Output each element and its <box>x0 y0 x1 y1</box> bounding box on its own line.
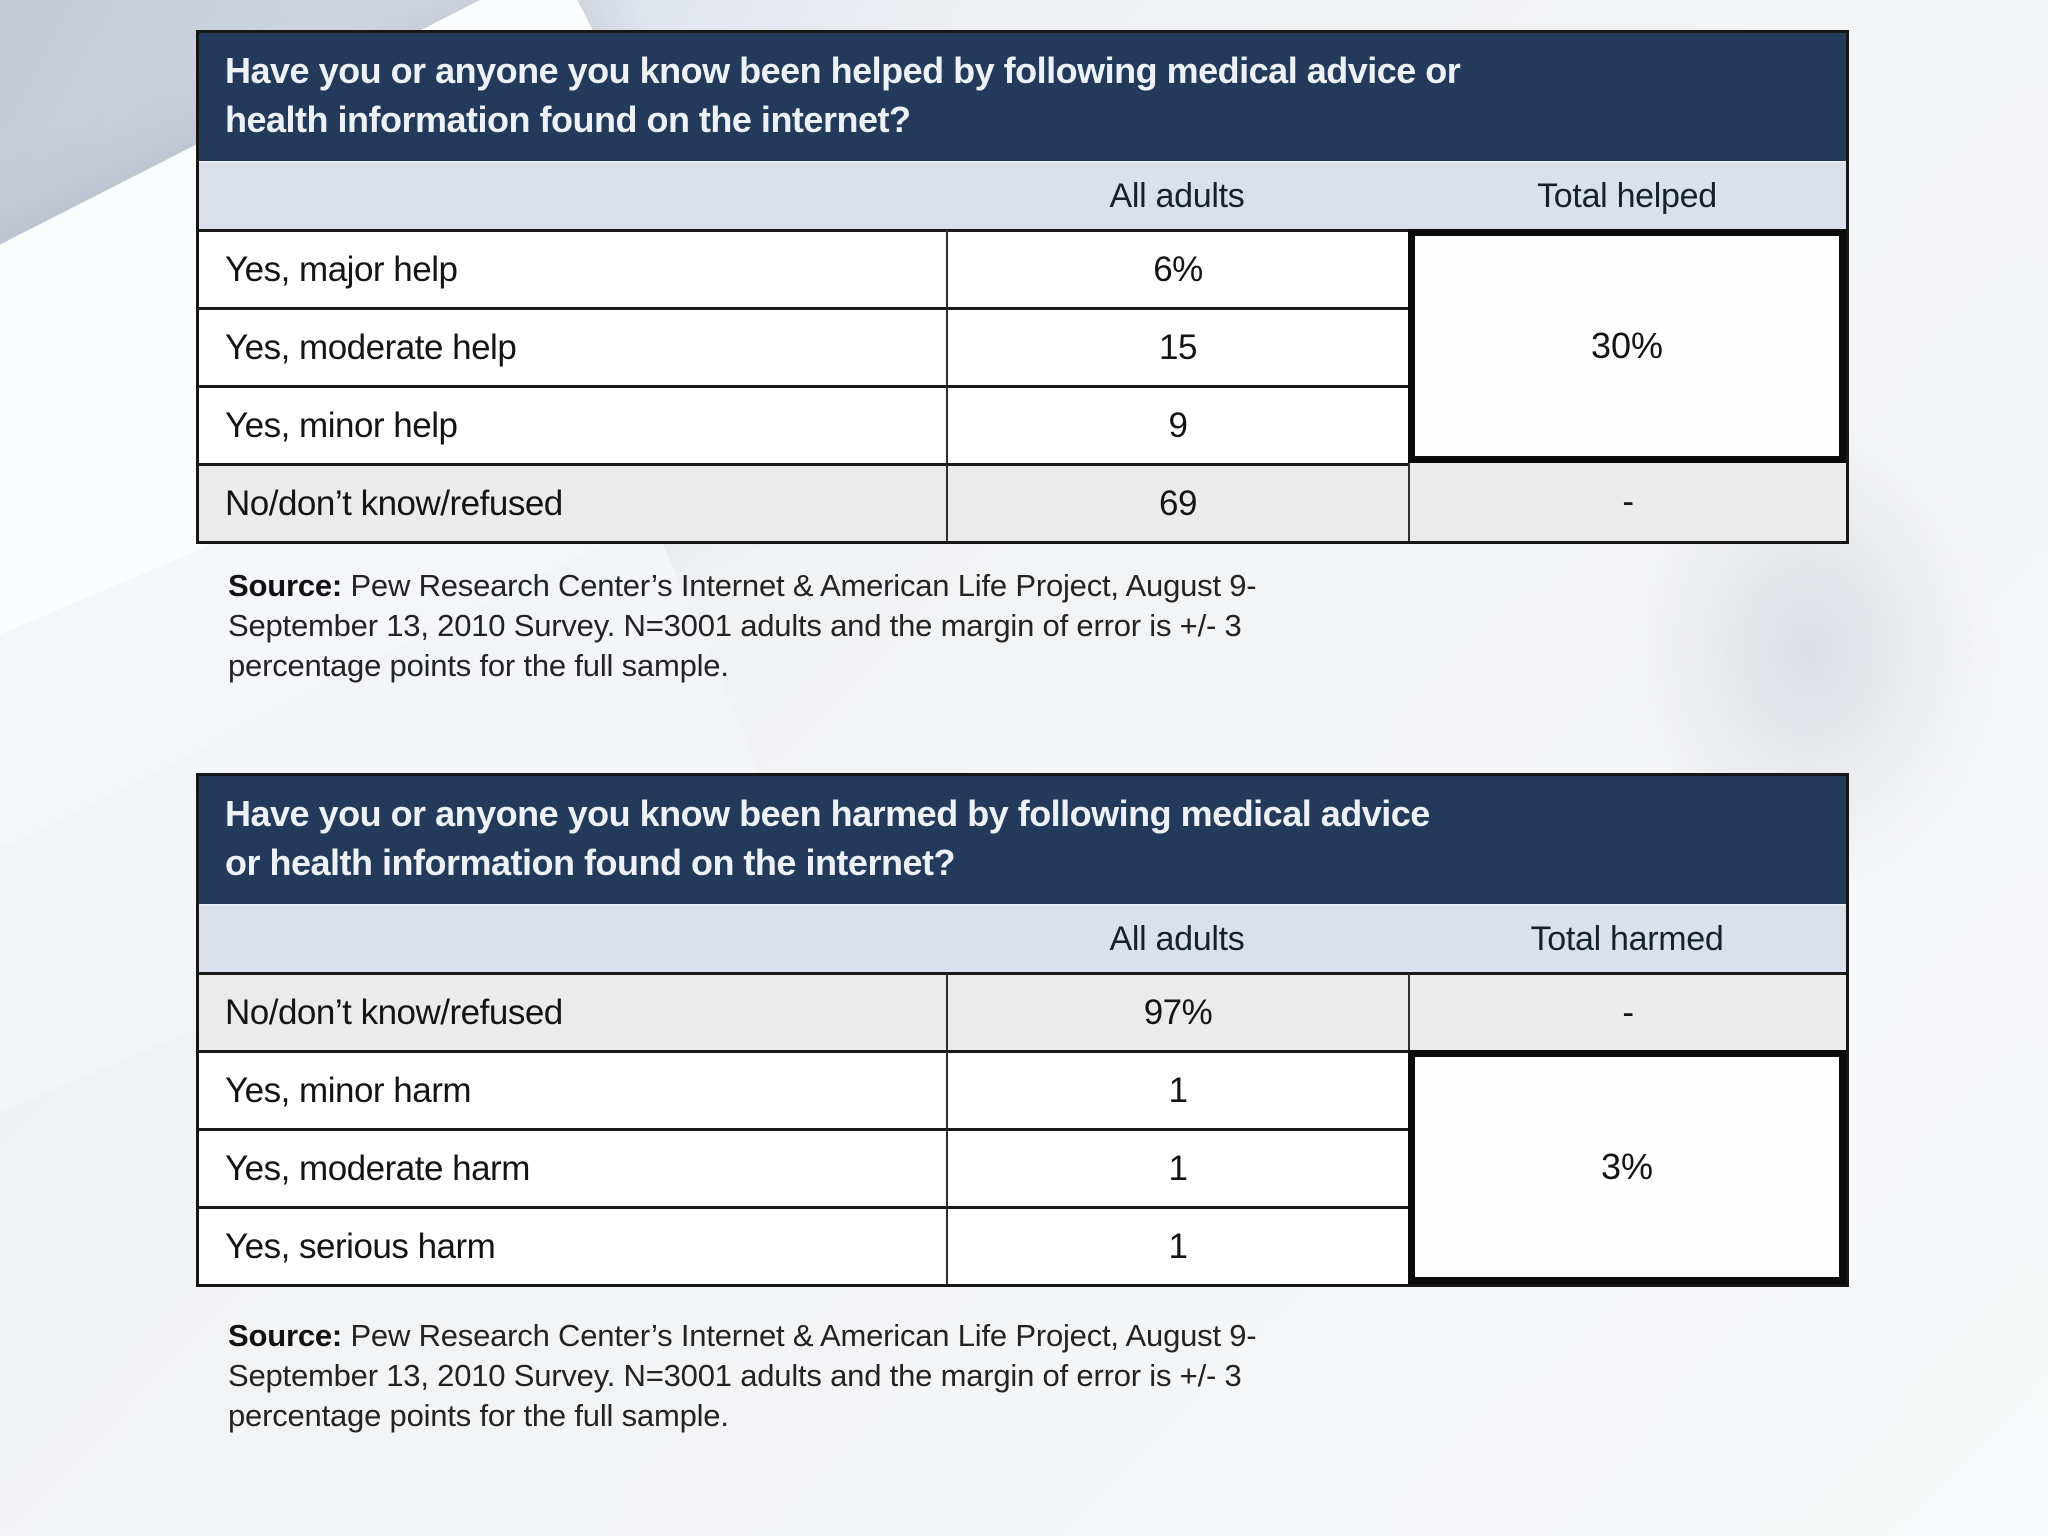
table-harmed-title: Have you or anyone you know been harmed … <box>199 776 1846 906</box>
row-label: Yes, major help <box>199 229 946 307</box>
row-label: No/don’t know/refused <box>199 972 946 1050</box>
row-value: 97% <box>946 972 1408 1050</box>
row-value: 6% <box>946 229 1408 307</box>
source-line: September 13, 2010 Survey. N=3001 adults… <box>228 608 1242 643</box>
row-label: Yes, serious harm <box>199 1206 946 1284</box>
column-header-spacer <box>199 163 946 229</box>
merged-total-harmed-cell: 3% <box>1408 1050 1846 1284</box>
row-total-dash: - <box>1408 972 1846 1050</box>
table-helped-grid: All adults Total helped Yes, major help … <box>199 163 1846 541</box>
column-header-total-harmed: Total harmed <box>1408 906 1846 972</box>
source-label: Source: <box>228 1318 343 1353</box>
row-label: Yes, minor help <box>199 385 946 463</box>
row-value: 1 <box>946 1206 1408 1284</box>
table-helped-title-line1: Have you or anyone you know been helped … <box>225 50 1461 91</box>
row-label: No/don’t know/refused <box>199 463 946 541</box>
source-line: percentage points for the full sample. <box>228 648 729 683</box>
source-text: Pew Research Center’s Internet & America… <box>350 1318 1257 1353</box>
table-helped-title-line2: health information found on the internet… <box>225 99 911 140</box>
row-label: Yes, moderate harm <box>199 1128 946 1206</box>
column-header-all-adults: All adults <box>946 906 1408 972</box>
row-value: 1 <box>946 1050 1408 1128</box>
row-value: 69 <box>946 463 1408 541</box>
column-header-total-helped: Total helped <box>1408 163 1846 229</box>
source-note-harmed: Source: Pew Research Center’s Internet &… <box>228 1316 1548 1436</box>
table-helped: Have you or anyone you know been helped … <box>196 30 1849 544</box>
table-harmed: Have you or anyone you know been harmed … <box>196 773 1849 1287</box>
row-value: 15 <box>946 307 1408 385</box>
column-header-all-adults: All adults <box>946 163 1408 229</box>
table-harmed-grid: All adults Total harmed No/don’t know/re… <box>199 906 1846 1284</box>
column-header-spacer <box>199 906 946 972</box>
row-total-dash: - <box>1408 463 1846 541</box>
merged-total-helped-cell: 30% <box>1408 229 1846 463</box>
source-line: percentage points for the full sample. <box>228 1398 729 1433</box>
row-label: Yes, moderate help <box>199 307 946 385</box>
row-value: 9 <box>946 385 1408 463</box>
source-label: Source: <box>228 568 343 603</box>
table-harmed-title-line1: Have you or anyone you know been harmed … <box>225 793 1430 834</box>
source-line: Source: Pew Research Center’s Internet &… <box>228 566 1548 606</box>
source-text: Pew Research Center’s Internet & America… <box>350 568 1257 603</box>
row-value: 1 <box>946 1128 1408 1206</box>
table-harmed-title-line2: or health information found on the inter… <box>225 842 955 883</box>
source-note-helped: Source: Pew Research Center’s Internet &… <box>228 566 1548 686</box>
source-line: September 13, 2010 Survey. N=3001 adults… <box>228 1358 1242 1393</box>
row-label: Yes, minor harm <box>199 1050 946 1128</box>
table-helped-title: Have you or anyone you know been helped … <box>199 33 1846 163</box>
source-line: Source: Pew Research Center’s Internet &… <box>228 1316 1548 1356</box>
